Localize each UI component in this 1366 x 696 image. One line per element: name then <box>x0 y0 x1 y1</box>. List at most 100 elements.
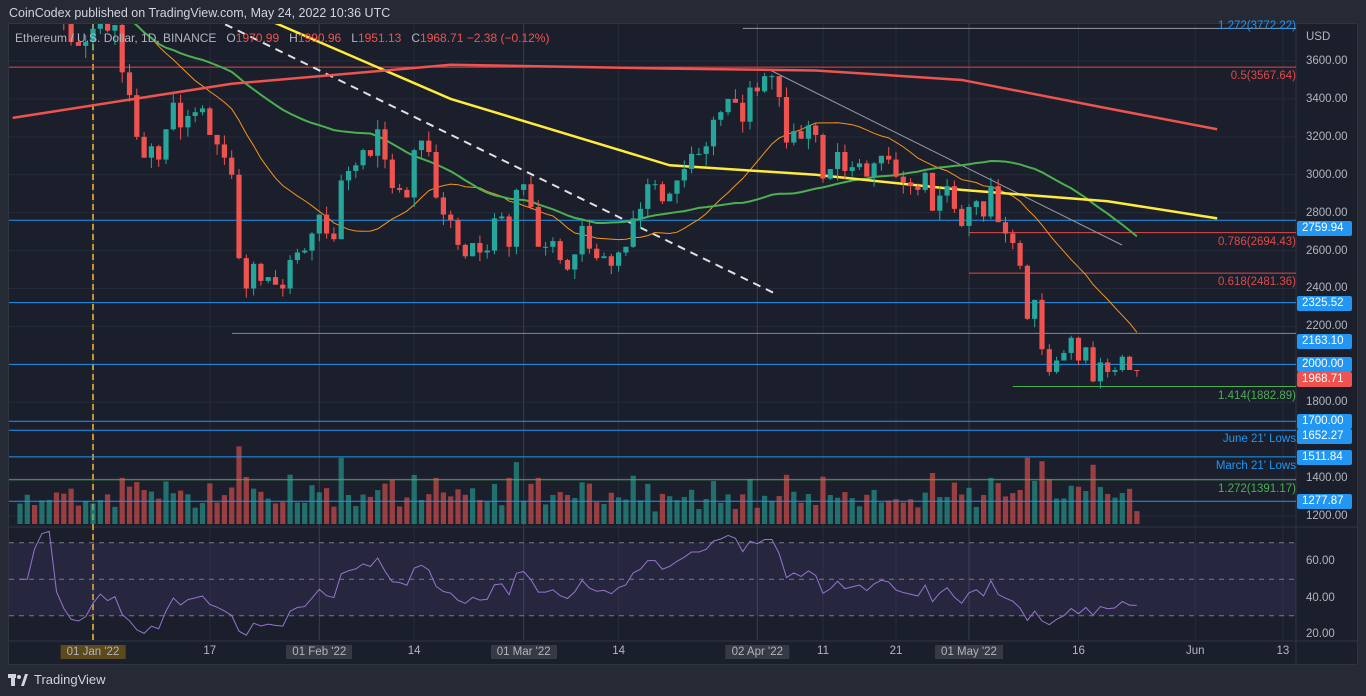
volume-bar <box>207 483 213 524</box>
volume-bar <box>46 499 52 524</box>
candle-body <box>61 4 66 23</box>
price-tick: 3600.00 <box>1306 55 1348 67</box>
ma50-line <box>133 24 1138 238</box>
volume-bar <box>725 494 731 524</box>
currency-label: USD <box>1306 31 1331 43</box>
volume-bar <box>835 497 841 524</box>
time-tick: 11 <box>817 645 829 657</box>
volume-bar <box>294 502 300 524</box>
volume-bar <box>769 500 775 524</box>
candle-body <box>236 174 242 259</box>
candle-body <box>922 172 928 190</box>
volume-bar <box>667 496 673 524</box>
time-tick: 02 Apr '22 <box>725 645 790 659</box>
time-tick: 16 <box>1072 645 1085 657</box>
volume-bar <box>199 503 206 524</box>
candle-body <box>382 129 388 160</box>
volume-bar <box>1068 485 1074 524</box>
candle-body <box>718 112 724 120</box>
candle-body <box>900 176 906 183</box>
candle-body <box>1119 356 1125 371</box>
candle-body <box>856 163 863 168</box>
candle-body <box>937 195 943 211</box>
volume-bar <box>170 493 176 524</box>
candle-body <box>616 252 622 266</box>
volume-bar <box>1083 491 1089 524</box>
candle-body <box>798 131 804 139</box>
volume-bar <box>1097 487 1103 524</box>
volume-bar <box>455 489 461 524</box>
candle-body <box>951 186 957 209</box>
volume-bar <box>1075 486 1082 524</box>
volume-bar <box>645 483 651 524</box>
candle-body <box>75 42 81 46</box>
volume-bar <box>842 492 848 524</box>
candle-body <box>221 144 227 158</box>
candle-body <box>740 102 746 122</box>
candle-body <box>163 129 169 160</box>
volume-bar <box>24 494 30 524</box>
volume-bar <box>404 497 410 524</box>
candle-body <box>251 263 257 289</box>
price-tag: 2163.10 <box>1297 334 1352 350</box>
candle-body <box>769 76 775 78</box>
candle-body <box>287 260 293 289</box>
volume-bar <box>681 497 687 524</box>
price-tag: 2759.94 <box>1297 220 1352 236</box>
candle-body <box>776 76 782 98</box>
candle-body <box>1032 299 1038 319</box>
candle-body <box>557 241 563 261</box>
candle-body <box>908 182 914 187</box>
volume-bar <box>754 507 760 524</box>
price-tick: 3400.00 <box>1306 92 1348 105</box>
volume-bar <box>214 502 220 524</box>
volume-bar <box>229 487 235 524</box>
time-tick: 01 May '22 <box>935 645 1003 659</box>
candle-body <box>1090 347 1096 382</box>
volume-bar <box>360 494 366 524</box>
candle-body <box>302 250 308 253</box>
trendline-resistance <box>769 69 1123 246</box>
time-tick: Jun <box>1186 645 1205 657</box>
volume-bar <box>97 500 103 524</box>
candle-body <box>97 24 103 29</box>
volume-bar <box>477 499 483 524</box>
candle-body <box>141 136 147 158</box>
candle-body <box>594 248 600 259</box>
open-value: 1970.99 <box>235 31 280 45</box>
volume-bar <box>411 474 417 524</box>
candle-body <box>871 163 877 177</box>
volume-bar <box>83 500 89 524</box>
candle-body <box>83 42 89 46</box>
ma20-line <box>134 24 1138 333</box>
candle-body <box>513 189 519 247</box>
volume-bar <box>448 496 454 524</box>
volume-bar <box>426 494 432 524</box>
candle-body <box>1024 265 1030 319</box>
volume-bar <box>68 488 74 524</box>
candle-body <box>710 119 717 147</box>
candle-body <box>564 260 571 270</box>
volume-bar <box>951 482 957 524</box>
volume-bar <box>594 502 600 524</box>
fib-level-label: 0.786(2694.43) <box>1217 235 1296 248</box>
volume-bar <box>484 501 490 524</box>
volume-bar <box>236 446 242 524</box>
volume-bar <box>550 494 556 524</box>
volume-bar <box>53 492 60 524</box>
volume-bar <box>1105 493 1111 524</box>
volume-bar <box>221 495 227 524</box>
volume-bar <box>382 483 388 524</box>
candle-body <box>1068 337 1074 353</box>
volume-bar <box>163 481 169 524</box>
volume-bar <box>1090 464 1096 524</box>
candle-body <box>543 246 549 248</box>
candle-body <box>1039 299 1045 350</box>
volume-bar <box>287 474 293 524</box>
candle-body <box>105 24 111 31</box>
tradingview-brand[interactable]: TradingView <box>34 672 106 687</box>
time-tick: 14 <box>612 645 625 657</box>
candle-body <box>397 188 403 190</box>
volume-bar <box>608 492 614 524</box>
